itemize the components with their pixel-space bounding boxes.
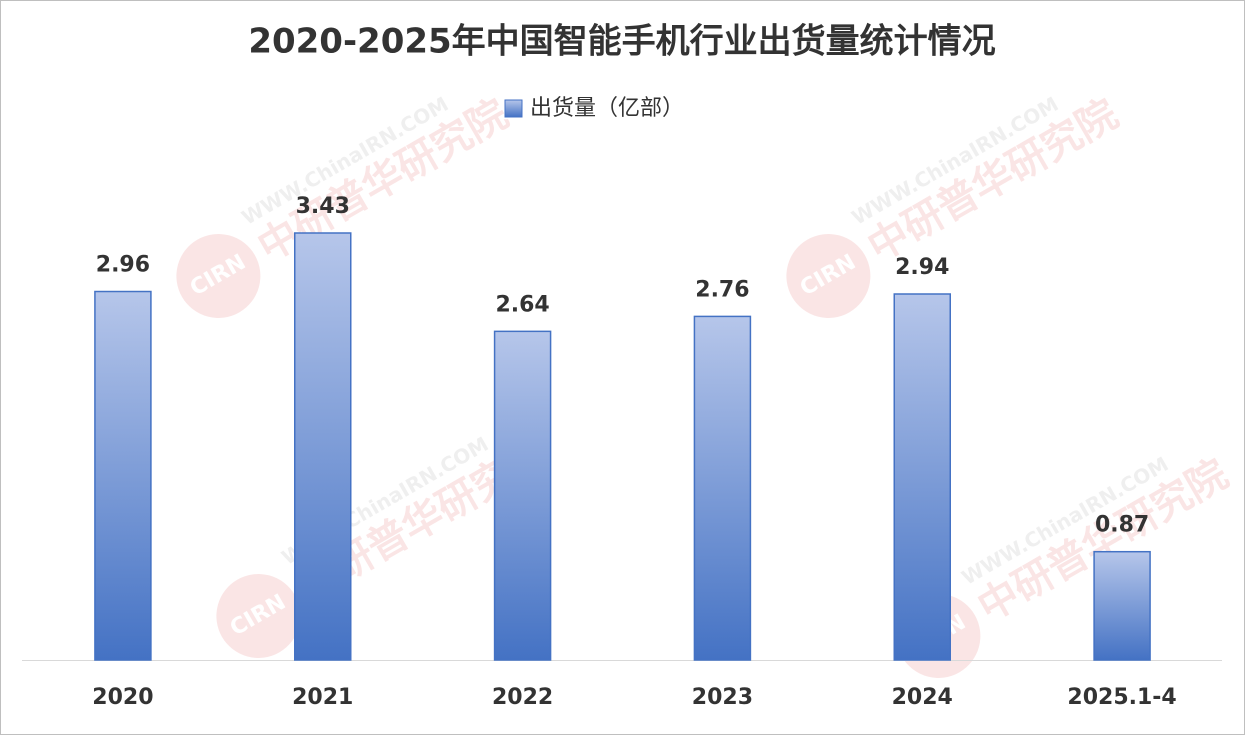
data-label: 2.76	[695, 277, 749, 302]
data-label: 2.64	[495, 292, 549, 317]
data-label: 3.43	[296, 194, 350, 219]
x-tick-label: 2025.1-4	[1067, 685, 1176, 710]
chart-title: 2020-2025年中国智能手机行业出货量统计情况	[248, 22, 995, 62]
bar	[893, 293, 951, 661]
x-tick-label: 2020	[92, 685, 153, 710]
bar	[693, 315, 752, 661]
legend-swatch	[504, 99, 523, 118]
data-label: 2.96	[96, 253, 150, 278]
bar	[493, 330, 552, 661]
watermark-logo-circle	[786, 233, 871, 318]
bar	[1093, 550, 1151, 661]
legend-label: 出货量（亿部）	[530, 96, 684, 121]
bar	[294, 232, 352, 661]
x-tick-label: 2021	[292, 685, 353, 710]
bar	[94, 290, 152, 661]
watermark-logo-circle	[176, 233, 261, 318]
data-label: 0.87	[1095, 513, 1149, 538]
x-tick-label: 2024	[892, 685, 953, 710]
data-label: 2.94	[895, 255, 949, 280]
watermark-logo-circle	[216, 573, 301, 658]
x-tick-label: 2023	[692, 685, 753, 710]
x-tick-label: 2022	[492, 685, 553, 710]
